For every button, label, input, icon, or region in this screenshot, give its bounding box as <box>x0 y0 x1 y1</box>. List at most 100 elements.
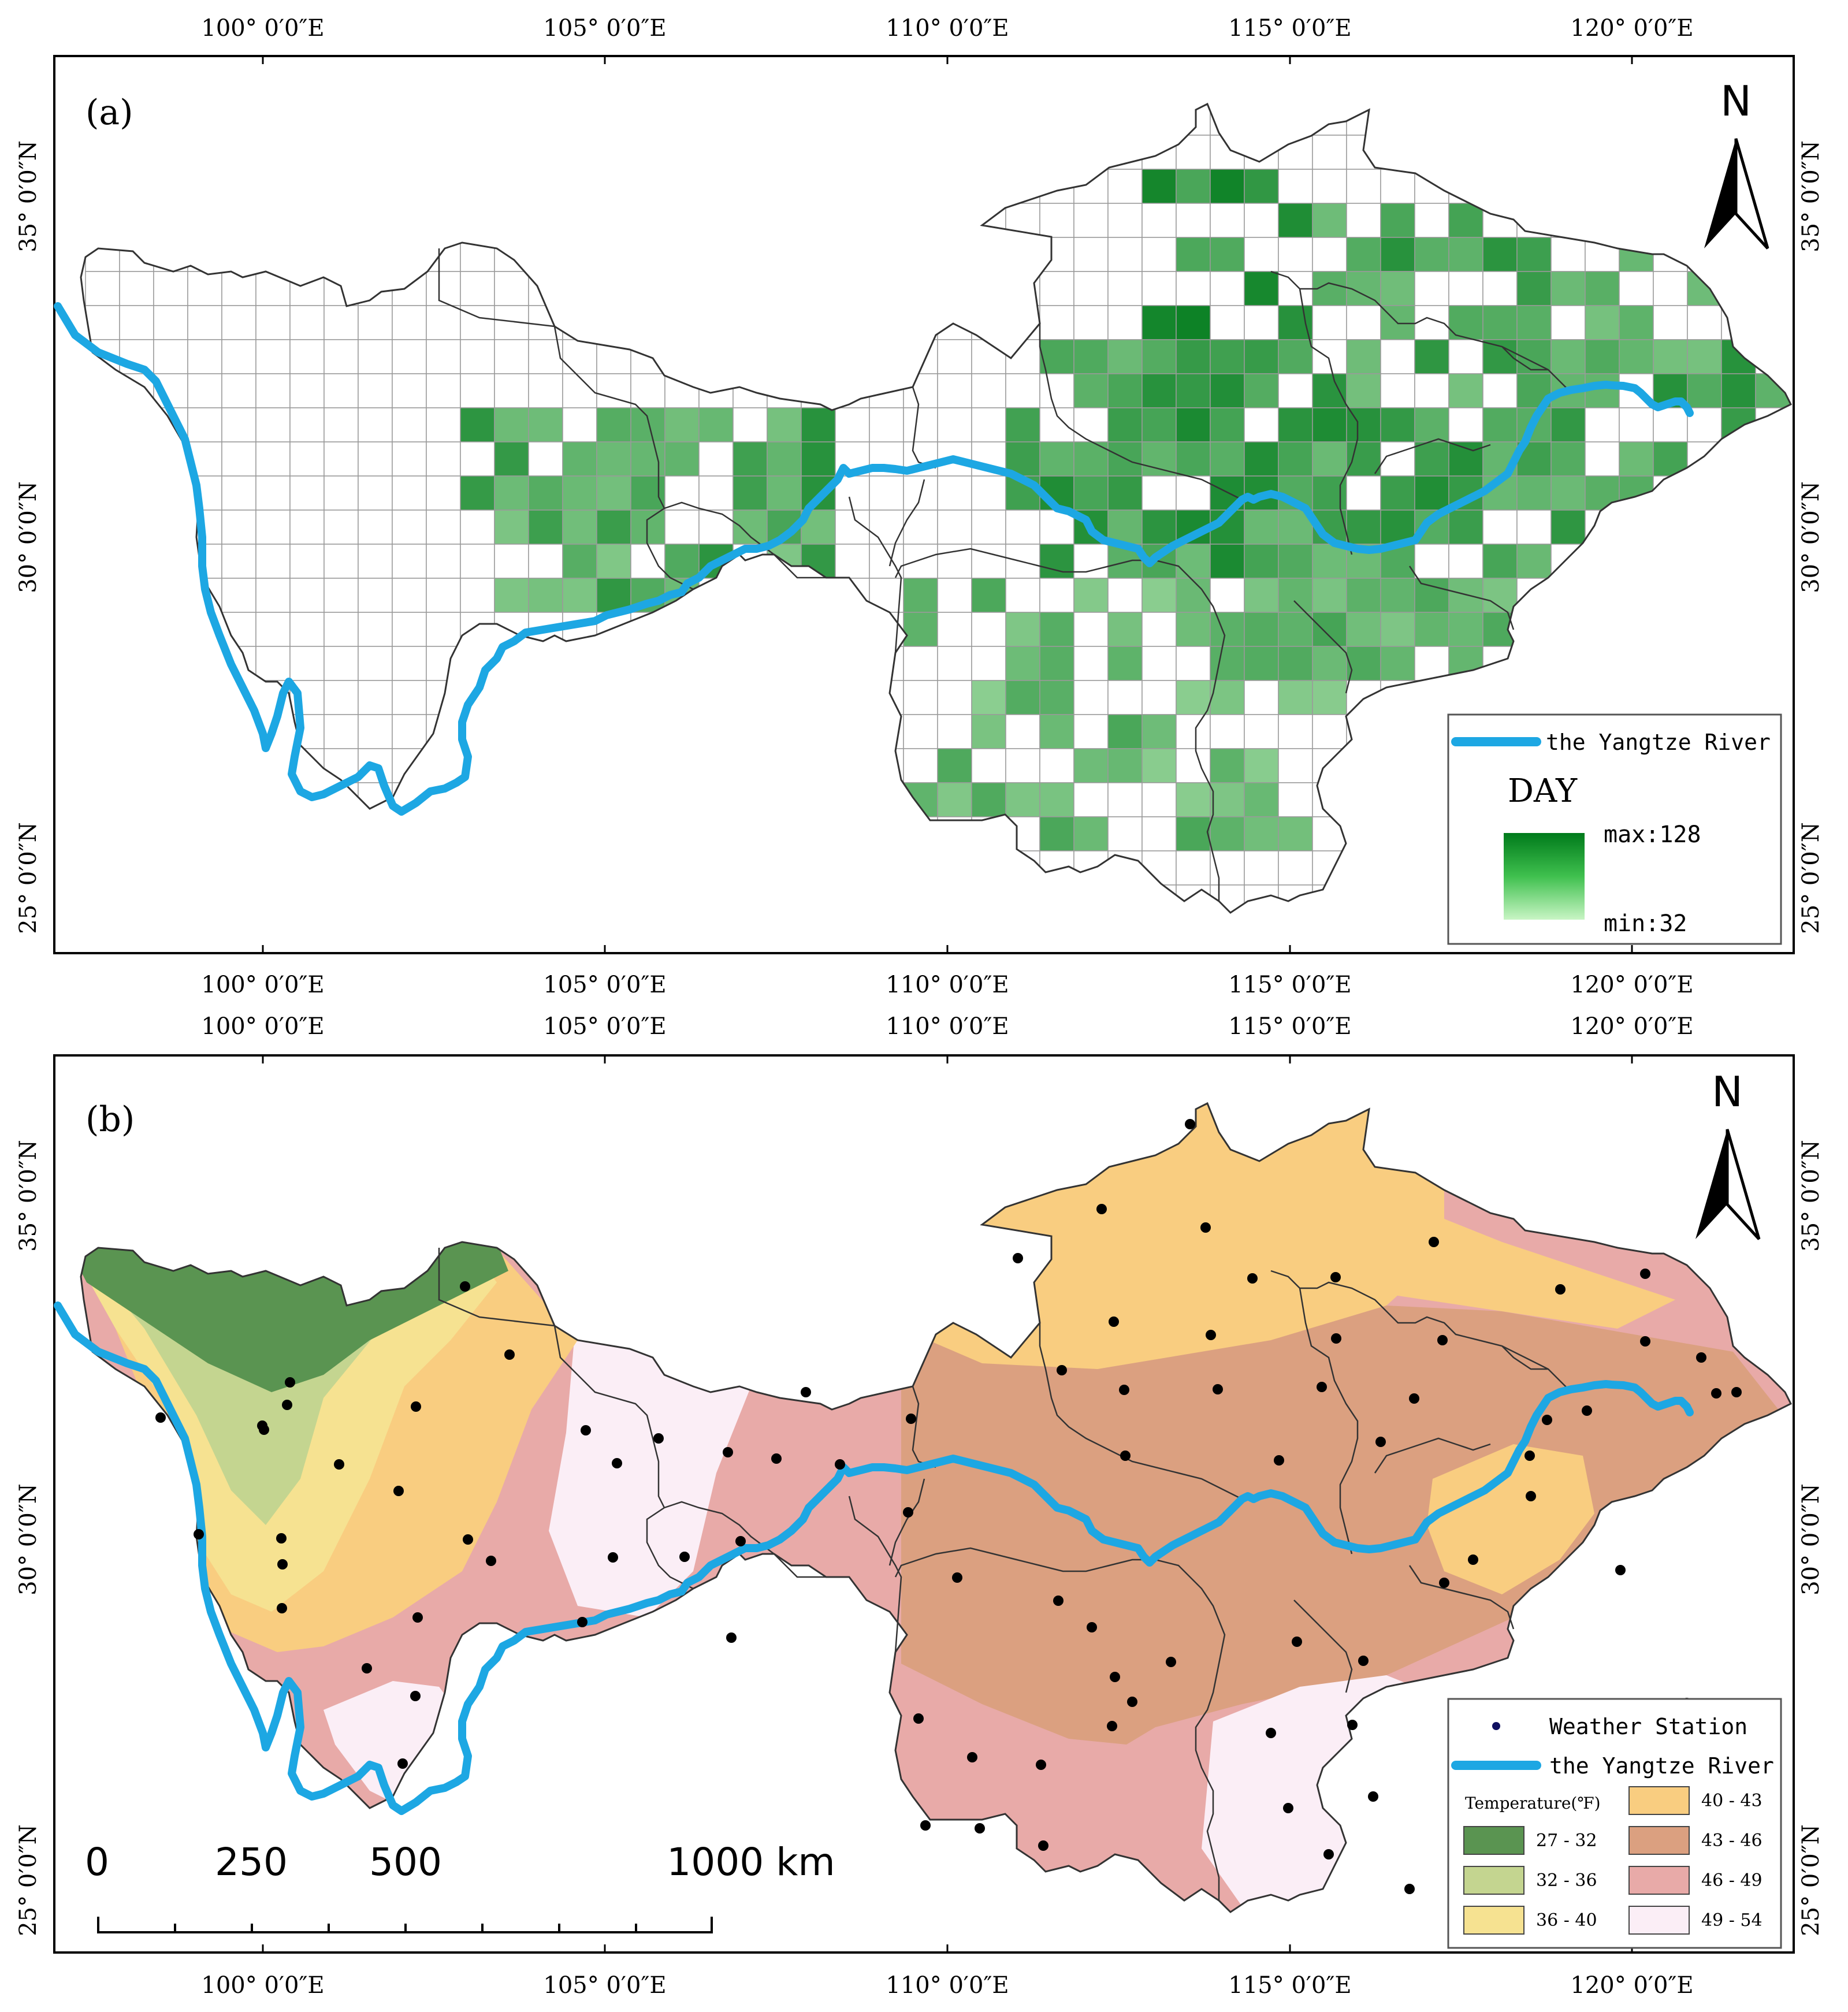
weather-station-icon <box>952 1572 962 1583</box>
lat-label-left-30: 30° 0′0″N <box>15 481 42 593</box>
grid-cell <box>937 612 972 647</box>
grid-cell <box>255 305 291 340</box>
grid-cell <box>1073 544 1109 579</box>
grid-cell <box>1619 305 1654 340</box>
grid-cell <box>1005 373 1040 408</box>
grid-cell <box>630 544 665 579</box>
grid-cell <box>596 407 631 442</box>
grid-cell <box>426 305 461 340</box>
grid-cell <box>324 509 359 545</box>
grid-cell <box>971 612 1006 647</box>
grid-cell <box>289 646 325 681</box>
grid-cell <box>494 578 529 613</box>
panel-a-yangtze-river <box>54 302 1694 816</box>
grid-cell <box>1312 203 1347 238</box>
grid-cell <box>801 407 836 442</box>
grid-cell <box>358 339 393 374</box>
grid-cell <box>289 612 325 647</box>
grid-cell <box>1141 237 1177 272</box>
grid-cell <box>903 407 938 442</box>
grid-cell <box>1380 271 1415 306</box>
grid-cell <box>392 578 427 613</box>
panel-b-legend: Weather Station the Yangtze River Temper… <box>1447 1698 1782 1949</box>
weather-station-icon <box>411 1401 421 1412</box>
grid-cell <box>1005 680 1040 715</box>
grid-cell <box>1141 680 1177 715</box>
grid-cell <box>1244 509 1279 545</box>
grid-cell <box>1278 578 1313 613</box>
grid-cell <box>324 305 359 340</box>
grid-cell <box>187 305 222 340</box>
grid-cell <box>392 475 427 511</box>
grid-cell <box>1073 714 1109 749</box>
grid-cell <box>1278 237 1313 272</box>
grid-cell <box>289 509 325 545</box>
grid-cell <box>528 339 563 374</box>
grid-cell <box>1107 646 1143 681</box>
scale-label-500: 500 <box>369 1840 442 1884</box>
weather-station-icon <box>801 1387 811 1397</box>
grid-cell <box>1107 612 1143 647</box>
grid-cell <box>426 271 461 306</box>
grid-cell <box>869 407 904 442</box>
grid-cell <box>1141 339 1177 374</box>
grid-cell <box>664 441 700 477</box>
grid-cell <box>1244 271 1279 306</box>
grid-cell <box>1039 782 1074 817</box>
grid-cell <box>324 339 359 374</box>
weather-station-icon <box>903 1507 913 1518</box>
grid-cell <box>1176 816 1211 851</box>
grid-cell <box>1244 714 1279 749</box>
grid-cell <box>1141 782 1177 817</box>
grid-cell <box>153 339 188 374</box>
grid-cell <box>1005 407 1040 442</box>
grid-cell <box>392 714 427 749</box>
grid-cell <box>187 271 222 306</box>
panel-a-ticks <box>262 56 1633 953</box>
grid-cell <box>85 305 120 340</box>
legend-class-swatch <box>1463 1866 1524 1895</box>
grid-cell <box>1346 612 1381 647</box>
grid-cell <box>1516 305 1552 340</box>
weather-station-icon <box>285 1377 295 1388</box>
grid-cell <box>1141 646 1177 681</box>
legend-class-swatch <box>1628 1786 1690 1815</box>
grid-cell <box>1448 407 1483 442</box>
grid-cell <box>1210 714 1245 749</box>
grid-cell <box>596 475 631 511</box>
grid-cell <box>1278 203 1313 238</box>
grid-cell <box>494 373 529 408</box>
grid-cell <box>1482 271 1518 306</box>
grid-cell <box>85 271 120 306</box>
weather-station-icon <box>1437 1335 1448 1345</box>
grid-cell <box>1482 544 1518 579</box>
grid-cell <box>460 578 495 613</box>
grid-cell <box>221 373 256 408</box>
grid-cell <box>903 578 938 613</box>
grid-cell <box>289 544 325 579</box>
grid-cell <box>460 475 495 511</box>
grid-cell <box>971 407 1006 442</box>
grid-cell <box>1107 680 1143 715</box>
grid-cell <box>1005 578 1040 613</box>
grid-cell <box>596 373 631 408</box>
grid-cell <box>1380 475 1415 511</box>
grid-cell <box>1414 373 1449 408</box>
lat-label-left-30-b: 30° 0′0″N <box>15 1483 42 1596</box>
weather-station-icon <box>967 1752 977 1762</box>
grid-cell <box>1516 475 1552 511</box>
grid-cell <box>221 407 256 442</box>
panel-b: (b) N 100° 0′0″E 105° 0′0″E 110° 0′0″E 1… <box>15 1013 1824 1999</box>
grid-cell <box>1380 646 1415 681</box>
lon-label-top-105-b: 105° 0′0″E <box>543 1013 666 1040</box>
grid-cell <box>1141 714 1177 749</box>
grid-cell <box>221 339 256 374</box>
grid-cell <box>1312 475 1347 511</box>
panel-a-north-arrow: N <box>1704 77 1769 250</box>
grid-cell <box>1278 646 1313 681</box>
grid-cell <box>1380 339 1415 374</box>
grid-cell <box>1073 782 1109 817</box>
grid-cell <box>1380 237 1415 272</box>
grid-cell <box>1550 305 1586 340</box>
panel-b-province-boundaries <box>438 1248 1572 1901</box>
